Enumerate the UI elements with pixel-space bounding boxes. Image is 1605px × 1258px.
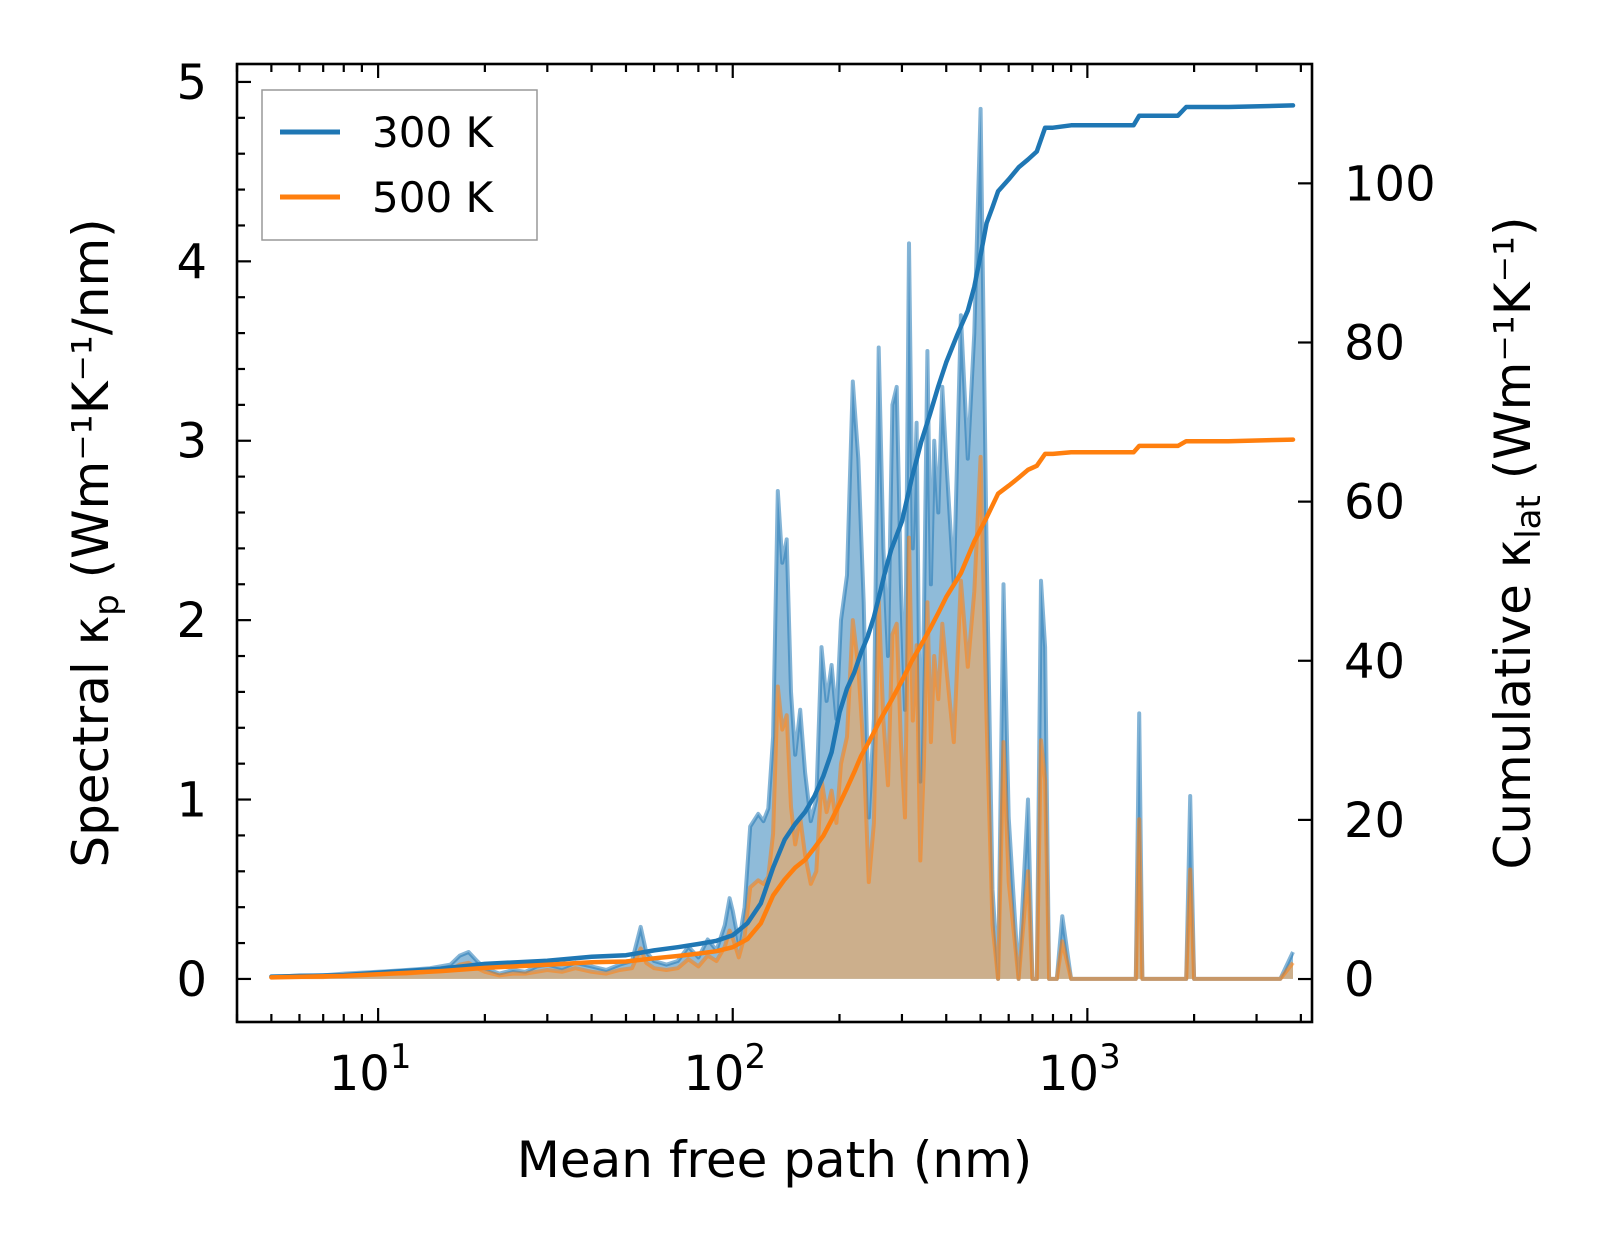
x-tick-label: 101 [329,1037,412,1102]
right-y-tick-label: 60 [1344,475,1405,531]
right-y-axis-title: Cumulative κlat (Wm⁻¹K⁻¹) [1484,216,1549,869]
left-y-tick-label: 5 [176,55,207,111]
plot-layers [269,103,1296,981]
right-y-tick-label: 0 [1344,952,1375,1008]
right-y-tick-label: 40 [1344,634,1405,690]
left-y-tick-label: 1 [176,773,207,829]
left-y-tick-label: 4 [176,234,207,290]
left-y-tick-label: 3 [176,414,207,470]
x-tick-label: 102 [683,1037,766,1102]
plot-area [269,103,1296,981]
legend-label-500k: 500 K [372,173,495,222]
cumulative-line-500k [269,437,1296,980]
plot-frame [235,62,1314,1024]
left-y-axis-title: Spectral κp (Wm⁻¹K⁻¹/nm) [62,218,127,867]
left-y-tick-label: 0 [176,952,207,1008]
right-y-tick-label: 20 [1344,793,1405,849]
legend-label-300k: 300 K [372,108,495,157]
spectral-outline-500k [271,454,1295,981]
right-y-tick-label: 80 [1344,315,1405,371]
x-tick-label: 103 [1038,1037,1121,1102]
legend: 300 K 500 K [261,89,538,241]
cumulative-line-300k [269,103,1296,979]
left-y-tick-label: 2 [176,593,207,649]
tick-labels: 101 102 103 0 1 2 3 4 5 0 20 40 60 80 100 [176,55,1435,1102]
axis-ticks [235,64,1312,1022]
right-y-tick-label: 100 [1344,156,1436,212]
x-axis-title: Mean free path (nm) [517,1131,1033,1189]
legend-frame [261,89,538,241]
